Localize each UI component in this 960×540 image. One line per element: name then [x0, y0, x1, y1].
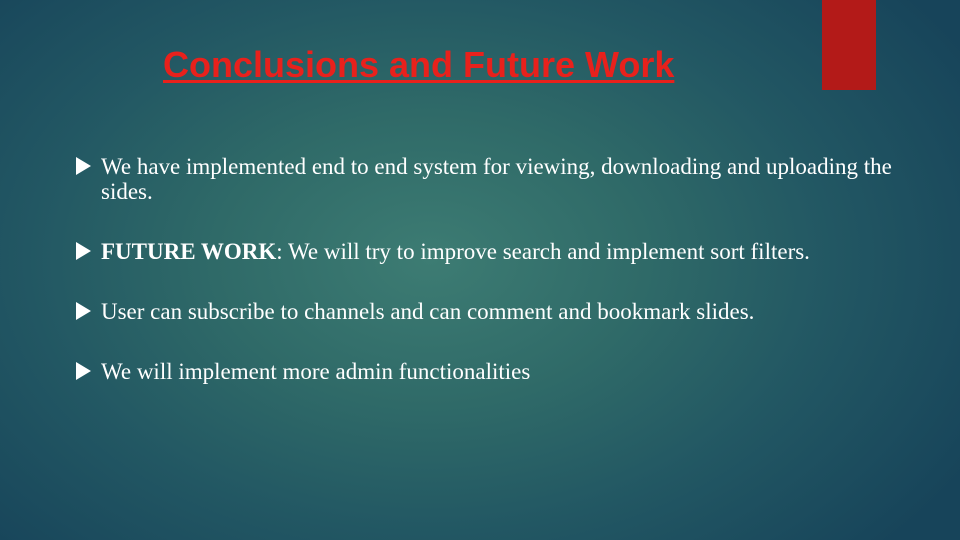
bullet-item: FUTURE WORK: We will try to improve sear…: [76, 239, 901, 264]
triangle-right-icon: [76, 302, 91, 320]
bullet-item: We have implemented end to end system fo…: [76, 154, 901, 204]
triangle-right-icon: [76, 242, 91, 260]
bullet-item: We will implement more admin functionali…: [76, 359, 901, 384]
bullet-item: User can subscribe to channels and can c…: [76, 299, 901, 324]
triangle-right-icon: [76, 157, 91, 175]
bullet-text: FUTURE WORK: We will try to improve sear…: [101, 239, 901, 264]
bullet-text: We have implemented end to end system fo…: [101, 154, 892, 204]
accent-bar: [822, 0, 876, 90]
bullet-text: User can subscribe to channels and can c…: [101, 299, 755, 324]
triangle-right-icon: [76, 362, 91, 380]
slide-title: Conclusions and Future Work: [163, 44, 675, 85]
bullet-text: We will implement more admin functionali…: [101, 359, 531, 384]
bullet-lead: FUTURE WORK: [101, 239, 277, 264]
bullet-rest: : We will try to improve search and impl…: [276, 239, 810, 264]
